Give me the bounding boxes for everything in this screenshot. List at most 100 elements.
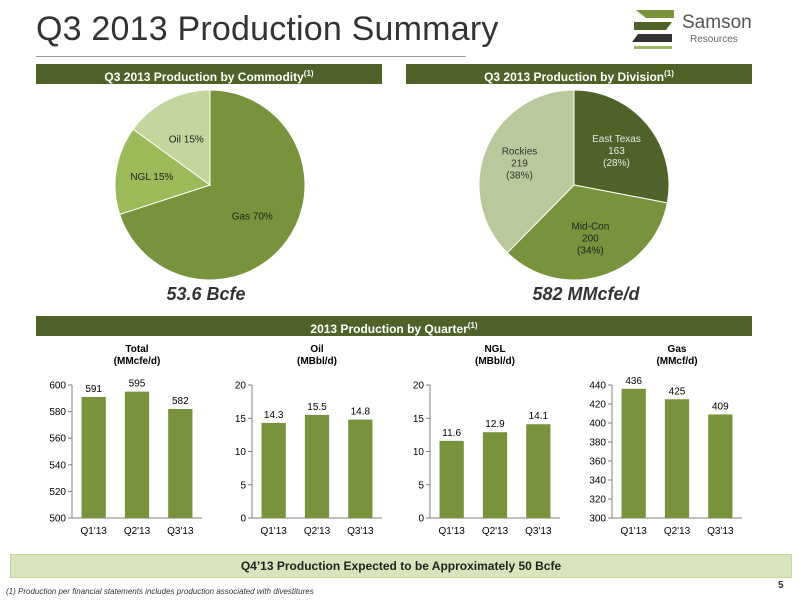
total-bar-chart: Total (MMcfe/d) 500 520 540 560 580 600 591 Q1'13… [49,344,202,537]
logo-mark-icon [632,10,674,49]
commodity-header: Q3 2013 Production by Commodity(1) [36,64,382,84]
chart-title: Total (MMcfe/d) [114,344,161,367]
chart-title: Oil (MBbl/d) [297,344,337,367]
ngl-bar-chart: NGL (MBbl/d) 0 5 10 15 20 11.6 Q1'13 12.9 Q2'13 14.… [413,344,560,537]
y-tick-label: 20 [413,381,425,392]
bar-value-label: 15.5 [307,402,327,413]
title-divider [36,56,466,57]
y-tick-label: 5 [418,480,424,491]
y-tick-label: 380 [589,438,606,449]
company-logo: Samson Resources [628,6,788,52]
bar-value-label: 409 [712,401,729,412]
pie-slice-label: Gas 70% [232,212,273,223]
bar [168,408,193,518]
page-title: Q3 2013 Production Summary [36,10,499,48]
x-tick-label: Q1'13 [80,526,107,537]
division-header-text: Q3 2013 Production by Division [484,70,665,84]
x-tick-label: Q1'13 [620,526,647,537]
y-tick-label: 420 [589,400,606,411]
pie-slice [119,89,306,281]
chart-title: NGL (MBbl/d) [475,344,515,367]
x-tick-label: Q2'13 [304,526,331,537]
bar [482,432,508,518]
pie-slice [114,128,212,215]
pie-slice-label: NGL 15% [130,172,173,183]
y-tick-label: 5 [240,480,246,491]
x-tick-label: Q3'13 [707,526,734,537]
y-tick-label: 560 [49,434,66,445]
bar [621,388,646,518]
commodity-total: 53.6 Bcfe [166,284,246,304]
footnote: (1) Production per financial statements … [6,587,314,596]
pie-slice [132,89,211,186]
bar-value-label: 11.6 [442,428,461,439]
division-header-note: (1) [664,69,674,78]
y-tick-label: 0 [240,514,246,525]
logo-wordmark: Samson [682,12,752,33]
bar [81,396,106,518]
x-tick-label: Q2'13 [482,526,509,537]
bar [526,424,551,518]
bar [708,414,733,518]
y-tick-label: 15 [235,414,247,425]
bar [304,414,330,518]
y-tick-label: 10 [235,447,247,458]
commodity-header-note: (1) [303,69,314,78]
bar-value-label: 14.8 [351,407,371,418]
division-total: 582 MMcfe/d [532,284,640,304]
q4-expectation-banner: Q4’13 Production Expected to be Approxim… [10,554,792,578]
pie-slice [506,184,668,281]
quarter-header-text: 2013 Production by Quarter [310,322,468,336]
x-tick-label: Q3'13 [525,526,552,537]
x-tick-label: Q2'13 [124,526,151,537]
x-tick-label: Q3'13 [347,526,374,537]
bar-value-label: 436 [625,376,642,387]
y-tick-label: 20 [235,381,247,392]
pie-slice-label: East Texas 163 (28%) [592,134,641,169]
bar [261,422,286,518]
pie-slice-label: Mid-Con 200 (34%) [572,222,610,257]
y-tick-label: 340 [589,476,606,487]
pie-slice-label: Oil 15% [169,134,204,145]
y-tick-label: 500 [49,514,66,525]
bar-value-label: 425 [669,386,686,397]
bar-value-label: 12.9 [485,419,505,430]
y-tick-label: 540 [49,460,66,471]
x-tick-label: Q2'13 [664,526,691,537]
bar [348,419,373,518]
y-tick-label: 360 [589,457,606,468]
y-tick-label: 0 [418,514,424,525]
y-tick-label: 10 [413,447,425,458]
quarter-header-note: (1) [467,321,478,330]
bar [439,440,464,518]
gas-bar-chart: Gas (MMcf/d) 300 320 340 360 380 400 420 440 436 Q1… [589,344,742,537]
y-tick-label: 440 [589,381,606,392]
pie-slice [573,89,670,204]
x-tick-label: Q3'13 [167,526,194,537]
quarter-header: 2013 Production by Quarter(1) [36,316,752,336]
y-tick-label: 600 [49,381,66,392]
x-tick-label: Q1'13 [260,526,287,537]
division-header: Q3 2013 Production by Division(1) [406,64,752,84]
y-tick-label: 15 [413,414,425,425]
bar-value-label: 14.3 [264,410,284,421]
page-number: 5 [778,580,784,591]
y-tick-label: 520 [49,487,66,498]
chart-title: Gas (MMcf/d) [656,344,697,367]
bar [664,399,690,518]
division-pie-chart: East Texas 163 (28%) Mid-Con 200 (34%) Rockies… [478,89,670,281]
y-tick-label: 580 [49,407,66,418]
pie-slice [478,89,575,254]
commodity-pie-chart: Gas 70% NGL 15% Oil 15% [114,89,306,281]
y-tick-label: 320 [589,495,606,506]
bar-value-label: 14.1 [529,411,549,422]
y-tick-label: 300 [589,514,606,525]
x-tick-label: Q1'13 [438,526,465,537]
commodity-header-text: Q3 2013 Production by Commodity [104,70,304,84]
oil-bar-chart: Oil (MBbl/d) 0 5 10 15 20 14.3 Q1'13 15.5 Q2'13 14.… [235,344,382,537]
bar-value-label: 582 [172,396,189,407]
y-tick-label: 400 [589,419,606,430]
pie-slice-label: Rockies 219 (38%) [502,147,538,182]
logo-subtitle: Resources [690,34,738,45]
bar-value-label: 591 [85,384,102,395]
